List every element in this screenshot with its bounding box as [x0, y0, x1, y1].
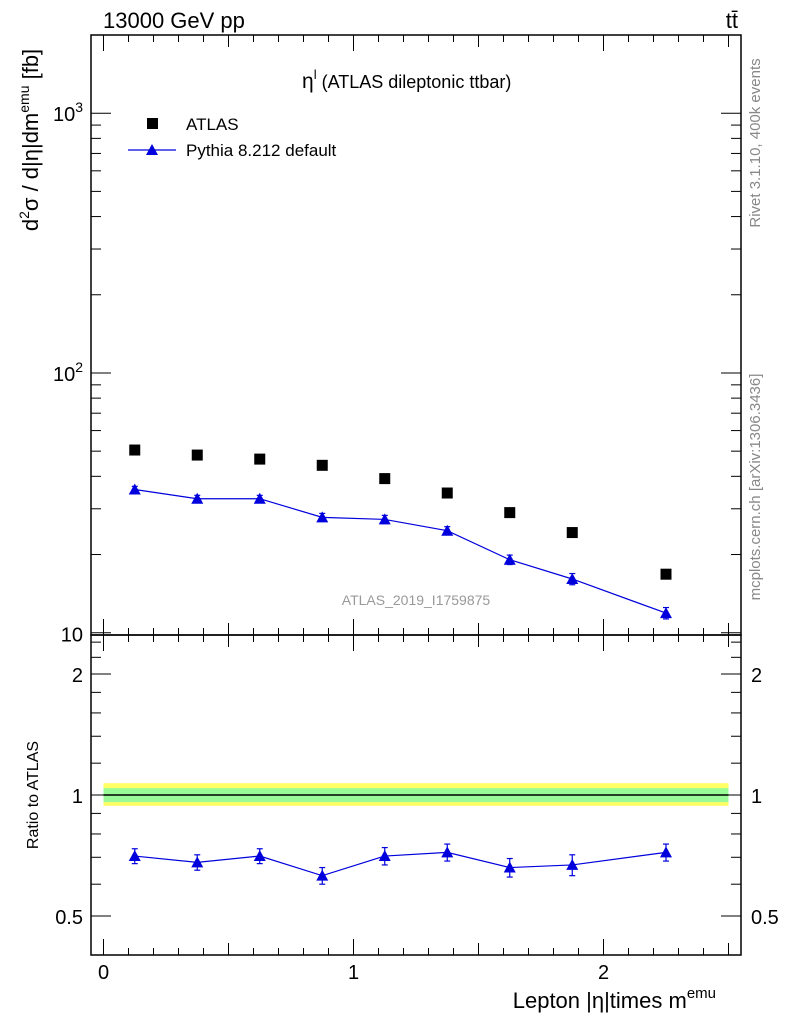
ratio-y-tick-label-right: 1	[751, 786, 762, 808]
atlas-point	[660, 568, 672, 580]
ratio-point	[441, 846, 454, 858]
legend-label-pythia: Pythia 8.212 default	[186, 141, 337, 160]
ratio-y-tick-label-right: 0.5	[751, 907, 779, 929]
ratio-series-line	[134, 851, 667, 877]
atlas-point	[441, 487, 453, 499]
mcplots-label: mcplots.cern.ch [arXiv:1306.3436]	[747, 374, 764, 601]
ratio-panel: 0.5 0.5 1 1 2 2 0 1 2 Ratio to ATLAS Lepton |η|tim…	[25, 634, 779, 1013]
x-tick-label: 2	[598, 962, 609, 984]
pythia-point	[566, 572, 579, 584]
ratio-point	[191, 856, 204, 868]
atlas-point	[379, 473, 391, 485]
ratio-point	[566, 858, 579, 870]
header-energy-label: 13000 GeV pp	[103, 8, 245, 33]
main-y-axis-label: d2σ / d|η|dmemu [fb]	[16, 49, 43, 231]
pythia-point	[253, 492, 266, 504]
legend-marker-pythia	[146, 144, 158, 155]
pythia-point	[503, 553, 516, 565]
ratio-point	[660, 846, 672, 858]
pythia-point	[191, 492, 204, 504]
ratio-y-tick-label: 1	[72, 786, 83, 808]
x-axis-label: Lepton |η|times memu	[513, 985, 716, 1013]
header-process-label: tt̄	[726, 8, 738, 33]
ratio-point	[253, 850, 266, 862]
chart-title: ηl (ATLAS dileptonic ttbar)	[302, 67, 511, 93]
ratio-point	[378, 850, 391, 862]
pythia-point	[316, 511, 329, 523]
main-y-tick-label: 103	[53, 99, 83, 126]
ratio-y-tick-label-right: 2	[751, 665, 762, 687]
ratio-y-tick-label: 2	[72, 665, 83, 687]
x-tick-label: 1	[348, 962, 359, 984]
ratio-point	[128, 850, 141, 862]
legend-marker-atlas	[147, 118, 158, 129]
atlas-point	[191, 449, 203, 461]
ratio-y-axis-label: Ratio to ATLAS	[25, 741, 42, 849]
legend-label-atlas: ATLAS	[186, 115, 239, 134]
main-y-tick-label: 102	[53, 359, 83, 386]
ratio-point	[316, 869, 329, 881]
main-panel: 10 102 103 d2σ / d|η|dmemu [fb] ηl (ATLAS di…	[16, 34, 742, 647]
ratio-point	[503, 861, 516, 873]
rivet-info-label: Rivet 3.1.10, 400k events	[747, 58, 764, 227]
atlas-point	[129, 444, 141, 456]
pythia-point	[128, 483, 141, 495]
atlas-point	[316, 459, 328, 471]
atlas-point	[254, 453, 266, 465]
pythia-point	[660, 607, 672, 619]
atlas-point	[566, 527, 578, 539]
main-y-tick-label: 10	[61, 625, 83, 647]
x-tick-label: 0	[98, 962, 109, 984]
analysis-watermark: ATLAS_2019_I1759875	[342, 592, 491, 608]
ratio-y-tick-label: 0.5	[55, 907, 83, 929]
atlas-point	[504, 507, 516, 519]
pythia-point	[441, 524, 454, 536]
pythia-point	[378, 513, 391, 525]
